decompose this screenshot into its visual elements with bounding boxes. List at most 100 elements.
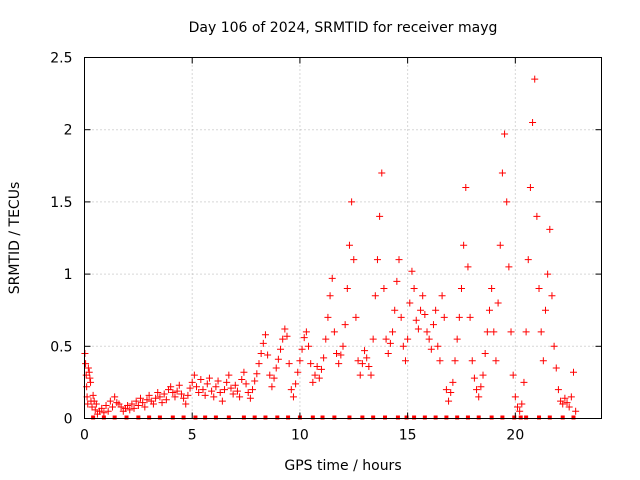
data-point [152,394,160,402]
data-point [572,407,580,415]
data-point [449,378,457,386]
baseline-marker [560,415,565,420]
data-points [81,75,580,418]
baseline-marker [136,415,141,420]
y-axis-label: SRMTID / TECUs [7,182,23,295]
data-point [490,328,498,336]
x-tick-label: 0 [80,428,89,444]
data-point [546,225,554,233]
data-point [389,328,397,336]
data-point [378,169,386,177]
data-point [130,404,138,412]
data-point [509,371,517,379]
data-point [264,351,272,359]
data-point [313,363,321,371]
data-point [287,386,295,394]
data-point [494,299,502,307]
data-point [395,256,403,264]
data-point [139,399,147,407]
data-point [197,376,205,384]
data-point [124,402,132,410]
data-point [229,390,237,398]
data-point [339,342,347,350]
x-tick-label: 10 [291,428,309,444]
data-point [281,325,289,333]
data-point [524,256,532,264]
data-point [477,383,485,391]
data-point [294,368,302,376]
data-point [423,328,431,336]
data-point [89,391,97,399]
data-point [412,316,420,324]
data-point [503,198,511,206]
data-point [354,357,362,365]
data-point [410,285,418,293]
data-point [371,292,379,300]
data-point [466,313,474,321]
data-point [488,285,496,293]
data-point [427,345,435,353]
data-point [436,357,444,365]
data-point [128,400,136,408]
data-point [132,397,140,405]
data-point [104,407,112,415]
data-point [253,370,261,378]
data-point [516,407,524,415]
data-point [513,403,521,411]
data-point [216,389,224,397]
data-point [419,292,427,300]
data-point [145,391,153,399]
baseline-marker [455,415,460,420]
data-point [481,350,489,358]
data-point [233,387,241,395]
data-point [511,393,519,401]
data-point [88,403,96,411]
data-point [171,393,179,401]
baseline-marker [571,415,576,420]
baseline-marker [213,415,218,420]
data-point [169,389,177,397]
data-point [186,384,194,392]
baseline-marker [404,415,409,420]
baseline-marker [422,415,427,420]
baseline-marker [193,415,198,420]
baseline-marker [395,415,400,420]
data-point [137,394,145,402]
data-point [167,383,175,391]
data-point [201,391,209,399]
data-point [496,241,504,249]
data-point [498,169,506,177]
baseline-marker [465,415,470,420]
data-point [242,380,250,388]
data-point [102,402,110,410]
data-point [337,351,345,359]
grid [84,57,602,419]
data-point [367,371,375,379]
data-point [193,383,201,391]
data-point [352,313,360,321]
data-point [429,321,437,329]
data-point [438,292,446,300]
baseline-marker [275,415,280,420]
data-point [240,368,248,376]
baseline-marker [524,415,529,420]
data-point [434,342,442,350]
data-point [302,328,310,336]
data-point [473,386,481,394]
data-point [345,241,353,249]
data-point [363,354,371,362]
data-point [414,325,422,333]
data-point [82,371,90,379]
data-point [464,263,472,271]
data-point [84,400,92,408]
data-point [285,360,293,368]
data-point [350,256,358,264]
data-point [117,403,125,411]
data-point [134,402,142,410]
x-tick-label: 15 [399,428,417,444]
baseline-marker [433,415,438,420]
data-point [320,354,328,362]
baseline-marker [360,415,365,420]
data-point [272,364,280,372]
